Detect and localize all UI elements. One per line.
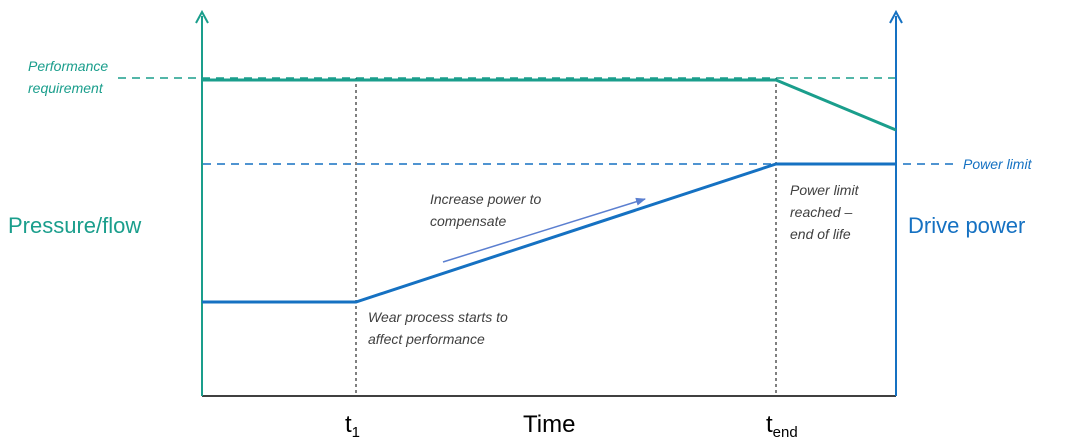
drive-power-curve: [202, 162, 896, 304]
arrow-up-icon: [195, 9, 209, 24]
arrow-up-icon: [889, 9, 903, 24]
performance-requirement-label: Performance: [28, 58, 108, 74]
performance-requirement-label-2: requirement: [28, 80, 104, 96]
power-limit-reached-annotation-3: end of life: [790, 226, 851, 242]
wear-process-annotation-2: affect performance: [368, 331, 485, 347]
increase-power-annotation: Increase power to: [430, 191, 541, 207]
tend-tick-label: tend: [766, 411, 798, 438]
performance-curve: [202, 78, 897, 132]
power-limit-label: Power limit: [963, 156, 1033, 172]
wear-process-annotation: Wear process starts to: [368, 309, 508, 325]
power-limit-reached-annotation-2: reached –: [790, 204, 852, 220]
t1-tick-label: t1: [345, 411, 360, 438]
arrow-right-icon: [442, 197, 646, 263]
right-axis-title: Drive power: [908, 213, 1025, 238]
power-limit-reached-annotation: Power limit: [790, 182, 860, 198]
increase-power-annotation-2: compensate: [430, 213, 506, 229]
left-axis-title: Pressure/flow: [8, 213, 141, 238]
x-axis-title: Time: [523, 411, 575, 438]
